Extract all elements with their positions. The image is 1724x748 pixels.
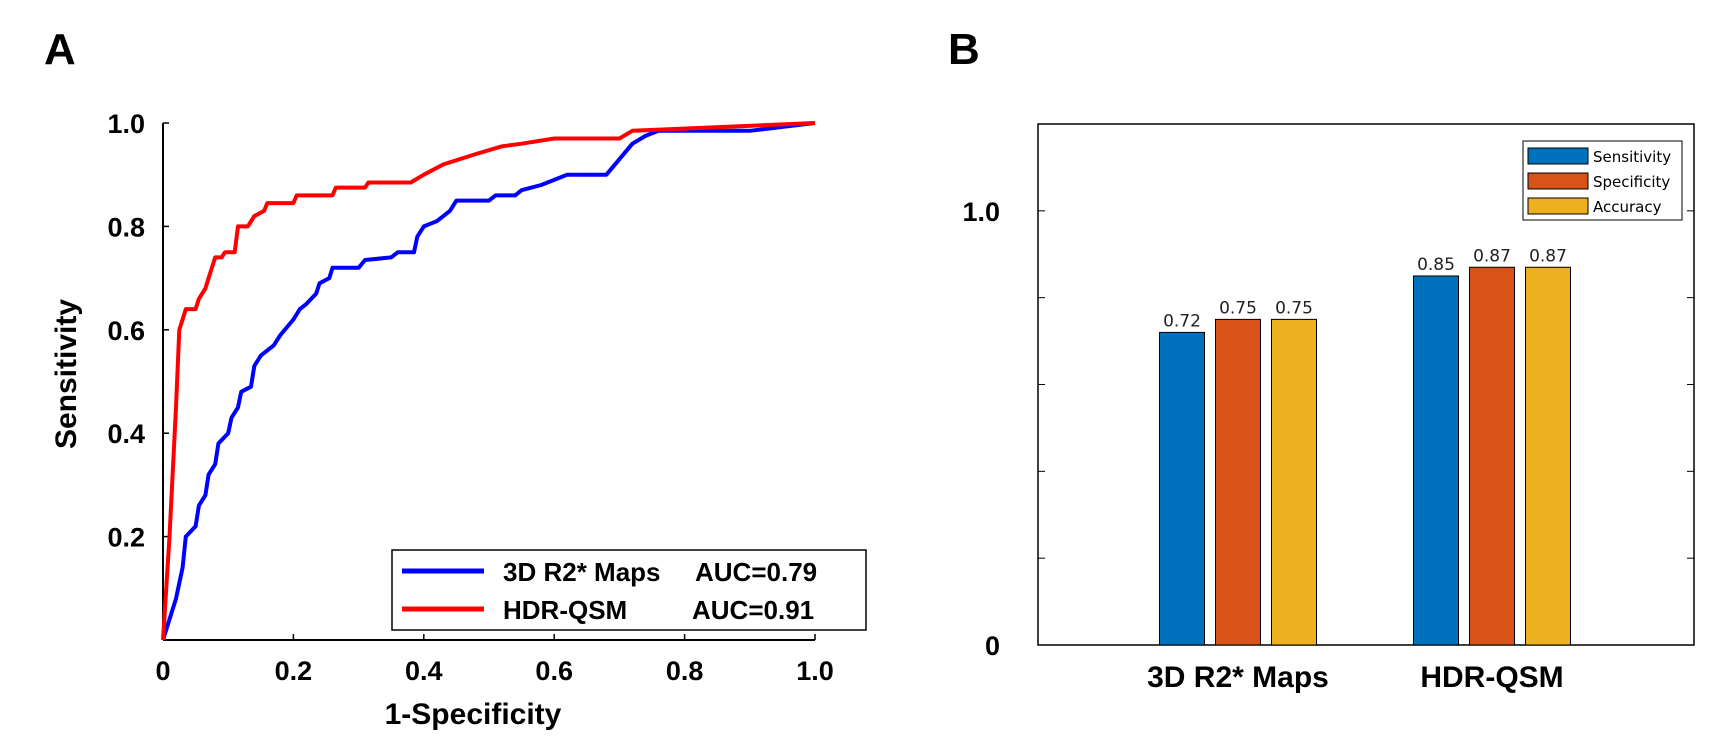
bar-legend-label-accuracy: Accuracy [1593, 198, 1662, 216]
roc-x-tick-label: 0 [155, 656, 170, 686]
roc-line-hdr-qsm [161, 121, 816, 641]
roc-x-axis-label: 1-Specificity [385, 698, 562, 731]
bar-legend: Sensitivity Specificity Accuracy [1522, 140, 1683, 221]
roc-y-axis-label: Sensitivity [50, 299, 83, 449]
roc-y-tick-label: 0.6 [107, 316, 145, 346]
bar-chart: 01.0 0.720.75 0.750.85 0.87 0.87 3D R2* Map… [962, 123, 1695, 694]
bar-y-tick-label: 1.0 [962, 197, 1000, 227]
bar-legend-label-specificity: Specificity [1593, 173, 1670, 191]
panel-a-letter: A [44, 25, 76, 74]
panel-b-letter: B [948, 25, 980, 74]
roc-y-tick-label: 1.0 [107, 109, 145, 139]
bar-y-tick-label: 0 [985, 631, 1000, 661]
bar-legend-label-sensitivity: Sensitivity [1593, 148, 1671, 166]
roc-axes [162, 122, 816, 641]
roc-tick-labels: 0 0.2 0.4 0.6 0.8 1.0 0.2 0.4 0.6 0.8 1.0 [107, 109, 833, 686]
roc-y-tick-label: 0.2 [107, 523, 145, 553]
bar-value-label: 0.87 [1529, 246, 1567, 266]
roc-y-tick-label: 0.4 [107, 419, 145, 449]
bar-sensitivity-r2-maps [1159, 331, 1205, 646]
bar-specificity-hdr-qsm [1469, 266, 1515, 646]
bar-category-label: HDR-QSM [1420, 661, 1563, 694]
roc-x-tick-label: 1.0 [796, 656, 834, 686]
roc-legend-label-r2: 3D R2* Maps [503, 557, 661, 587]
bar-value-label: 0.75 [1275, 298, 1313, 318]
roc-x-tick-label: 0.2 [275, 656, 313, 686]
roc-series [161, 121, 816, 641]
roc-legend-auc-qsm: AUC=0.91 [692, 595, 814, 625]
bar-legend-swatch-accuracy [1527, 197, 1589, 215]
bar-marks: 0.72 0.75 0.75 0.85 0.87 0.87 [1159, 246, 1571, 646]
roc-x-tick-label: 0.4 [405, 656, 443, 686]
bar-legend-swatch-specificity [1527, 172, 1589, 190]
bar-legend-swatch-sensitivity [1527, 147, 1589, 165]
roc-y-tick-label: 0.8 [107, 212, 145, 242]
bar-value-label: 0.87 [1473, 246, 1511, 266]
roc-line-r2-maps [161, 121, 816, 641]
bar-category-labels: 3D R2* Maps HDR-QSM [1147, 661, 1564, 694]
bar-accuracy-hdr-qsm [1525, 266, 1571, 646]
roc-legend-box [391, 549, 867, 631]
roc-x-tick-label: 0.8 [666, 656, 704, 686]
roc-legend: 3D R2* Maps AUC=0.79 HDR-QSM AUC=0.91 [391, 549, 867, 631]
roc-chart: 0 0.2 0.4 0.6 0.8 1.0 0.2 0.4 0.6 0.8 1.0 1-Specif… [50, 109, 867, 731]
bar-accuracy-r2-maps [1271, 318, 1317, 646]
bar-sensitivity-hdr-qsm [1413, 275, 1459, 646]
bar-value-label: 0.85 [1417, 255, 1455, 275]
bar-category-label: 3D R2* Maps [1147, 661, 1329, 694]
roc-legend-label-qsm: HDR-QSM [503, 595, 627, 625]
roc-legend-auc-r2: AUC=0.79 [695, 557, 817, 587]
roc-x-tick-label: 0.6 [535, 656, 573, 686]
bar-value-label: 0.72 [1163, 311, 1201, 331]
bar-y-ticks: 01.0 [962, 197, 1694, 661]
bar-specificity-r2-maps [1215, 318, 1261, 646]
bar-value-label: 0.75 [1219, 298, 1257, 318]
